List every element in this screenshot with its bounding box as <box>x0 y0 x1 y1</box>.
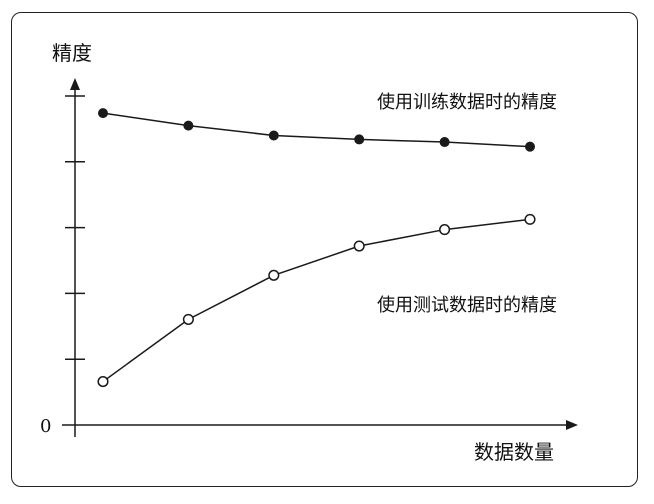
test-accuracy-point <box>353 240 365 252</box>
train-accuracy-point <box>98 108 108 119</box>
test-accuracy-point <box>268 269 280 281</box>
y-axis-arrow <box>70 78 80 90</box>
series-label-test: 使用测试数据时的精度 <box>377 295 557 316</box>
train-accuracy-line <box>102 112 531 148</box>
train-accuracy-point <box>439 137 450 148</box>
test-accuracy-point <box>439 224 451 236</box>
test-accuracy-line <box>102 218 531 383</box>
train-accuracy-point <box>183 120 194 131</box>
test-accuracy-point <box>182 313 194 325</box>
series-layer <box>97 108 536 388</box>
test-accuracy-point <box>524 213 536 225</box>
train-accuracy-point <box>525 141 535 152</box>
axes <box>62 78 578 437</box>
train-accuracy-point <box>354 134 365 145</box>
x-axis-label: 数据数量 <box>474 440 554 464</box>
x-axis-arrow <box>566 420 578 430</box>
y-axis-label: 精度 <box>52 41 92 65</box>
chart-frame <box>11 12 638 487</box>
origin-label: 0 <box>40 416 51 437</box>
test-accuracy-point <box>97 376 109 388</box>
train-accuracy-point <box>268 130 279 141</box>
series-label-train: 使用训练数据时的精度 <box>377 92 557 113</box>
